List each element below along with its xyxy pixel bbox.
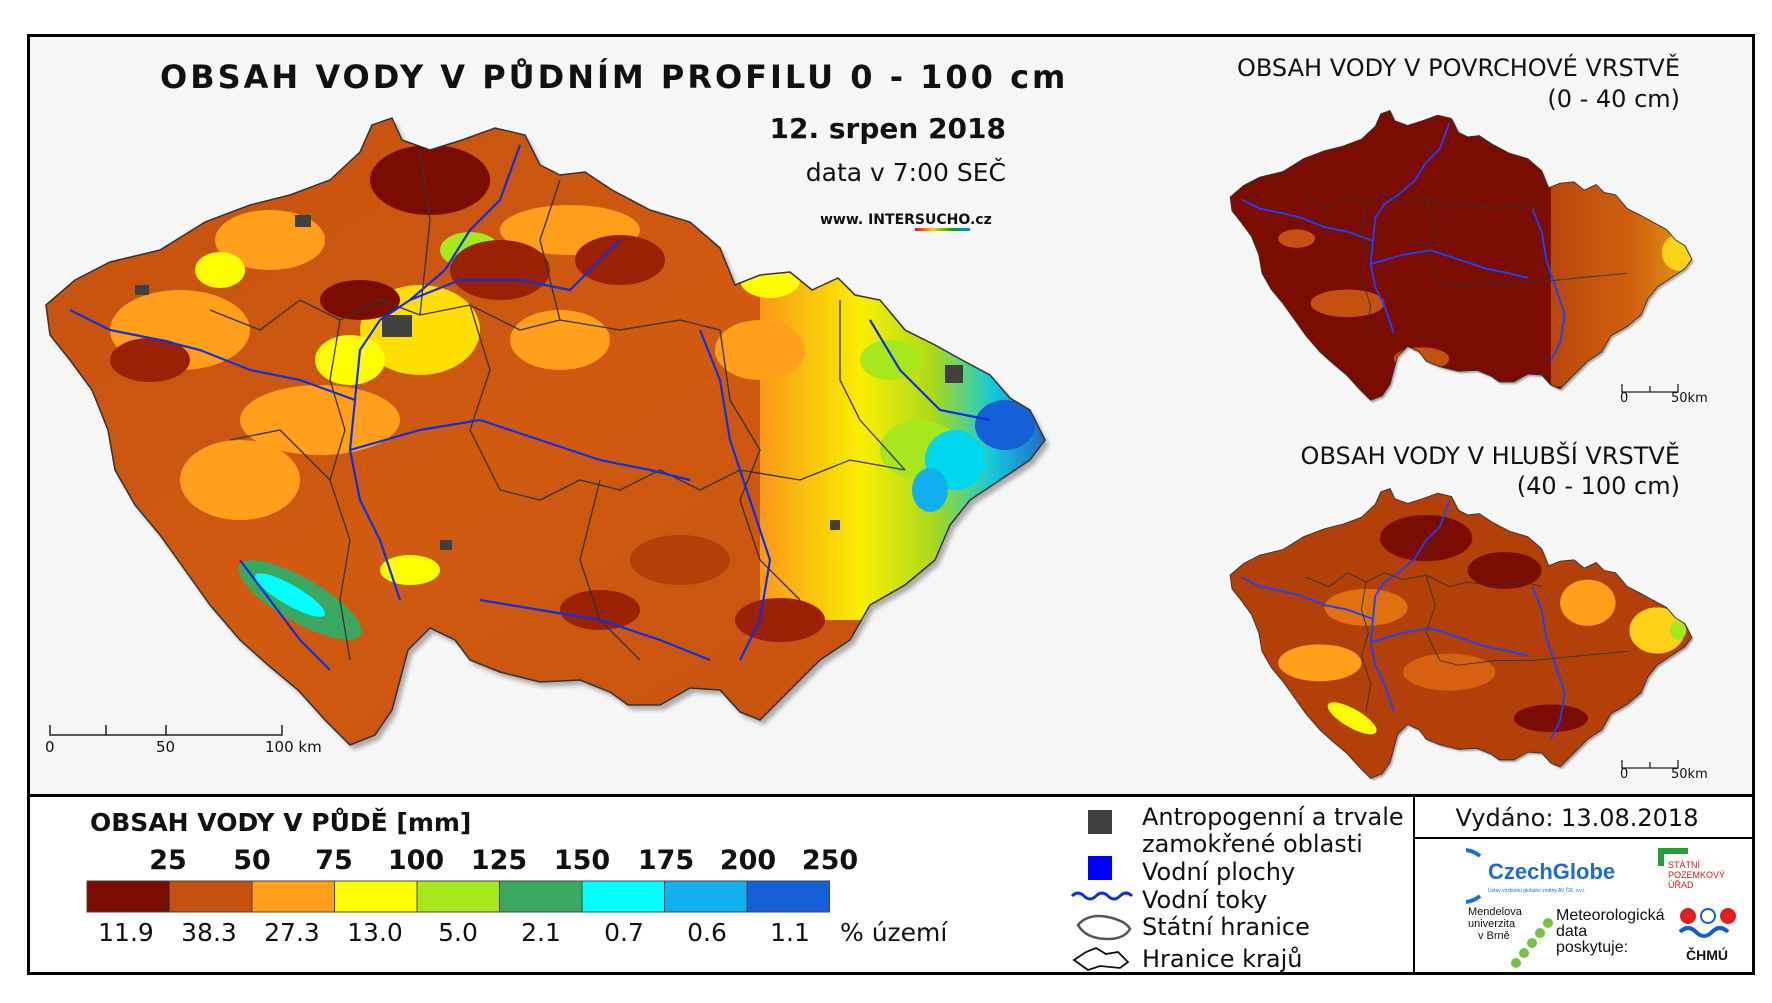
legend-pct-4: 13.0 (347, 918, 403, 947)
svg-text:Mendelova: Mendelova (1468, 906, 1523, 918)
legend-break-200: 200 (719, 845, 777, 876)
czechglobe-logo: CzechGlobe Ústav výzkumu globální změny … (1466, 848, 1615, 904)
legend-pct-6: 2.1 (521, 918, 561, 947)
svg-text:data: data (1556, 923, 1587, 940)
meteo-logo: Meteorologická data poskytuje: ČHMÚ (1556, 907, 1736, 963)
legend-pct-1: 11.9 (98, 918, 154, 947)
state-border-label: Státní hranice (1142, 913, 1310, 941)
svg-text:ČHMÚ: ČHMÚ (1686, 946, 1728, 963)
website-link[interactable]: www. INTERSUCHO.cz (820, 212, 992, 231)
surface-scale-bar (1621, 384, 1679, 393)
legend-swatch-7 (581, 880, 665, 913)
main-map-title: OBSAH VODY V PŮDNÍM PROFILU 0 - 100 cm (160, 58, 1069, 96)
issued-date: Vydáno: 13.08.2018 (1455, 804, 1699, 832)
main-scale-50: 50 (156, 738, 176, 756)
legend-swatch-3 (251, 880, 335, 913)
svg-text:univerzita: univerzita (1468, 918, 1516, 930)
svg-text:ÚŘAD: ÚŘAD (1668, 880, 1694, 890)
anthropogenic-label-2: zamokřené oblasti (1142, 830, 1363, 858)
anthropogenic-label-1: Antropogenní a trvale (1142, 803, 1404, 831)
legend-break-75: 75 (315, 845, 353, 876)
deep-map-depth: (40 - 100 cm) (1516, 472, 1680, 500)
legend-break-125: 125 (470, 845, 528, 876)
website-emph: SUCHO (914, 212, 970, 231)
legend-swatch-9 (746, 880, 830, 913)
legend-break-100: 100 (387, 845, 445, 876)
surface-map (1229, 110, 1693, 401)
main-map-fill (46, 118, 1045, 745)
website-prefix: www. INTER (820, 212, 915, 228)
main-region-borders (209, 149, 906, 661)
legend-pct-3: 27.3 (264, 918, 320, 947)
svg-text:POZEMKOVÝ: POZEMKOVÝ (1668, 870, 1725, 880)
svg-text:STÁTNÍ: STÁTNÍ (1668, 860, 1701, 870)
main-map-time: data v 7:00 SEČ (805, 158, 1006, 187)
svg-text:Ústav výzkumu globální změny A: Ústav výzkumu globální změny AV ČR, v.v.… (1488, 887, 1585, 894)
legend-pct-unit: % území (840, 918, 948, 947)
surface-scale-0: 0 (1620, 391, 1629, 406)
svg-text:Meteorologická: Meteorologická (1556, 907, 1665, 924)
legend-swatch-4 (334, 880, 418, 913)
legend-title: OBSAH VODY V PŮDĚ [mm] (90, 808, 472, 837)
legend-pct-2: 38.3 (181, 918, 237, 947)
legend-color-bar (86, 880, 830, 913)
river-symbol (1070, 891, 1134, 901)
deep-scale-bar (1621, 760, 1679, 769)
legend-break-25: 25 (149, 845, 187, 876)
deep-scale-50: 50km (1671, 767, 1708, 782)
mendel-logo: Mendelova univerzita v Brně (1468, 906, 1553, 968)
rivers-label: Vodní toky (1142, 886, 1268, 914)
legend-swatch-1 (86, 880, 170, 913)
surface-scale-50: 50km (1671, 391, 1708, 406)
legend-swatch-5 (416, 880, 500, 913)
deep-map (1229, 488, 1693, 779)
svg-text:poskytuje:: poskytuje: (1556, 939, 1628, 956)
legend-pct-8: 0.6 (687, 918, 727, 947)
issued-divider (1415, 837, 1752, 839)
surface-map-title: OBSAH VODY V POVRCHOVÉ VRSTVĚ (1237, 54, 1680, 82)
deep-scale-0: 0 (1620, 767, 1629, 782)
legend-swatch-2 (169, 880, 253, 913)
main-map-date: 12. srpen 2018 (769, 112, 1006, 145)
legend-break-150: 150 (553, 845, 611, 876)
legend-swatch-8 (664, 880, 748, 913)
deep-map-title: OBSAH VODY V HLUBŠÍ VRSTVĚ (1300, 442, 1680, 470)
legend-divider (1413, 797, 1415, 972)
symbol-legend-icons (1070, 810, 1134, 971)
legend-break-250: 250 (801, 845, 859, 876)
main-scale-0: 0 (45, 738, 55, 756)
state-border-symbol (1076, 914, 1132, 941)
main-rivers (69, 144, 991, 671)
surface-map-depth: (0 - 40 cm) (1547, 85, 1680, 113)
water-body-swatch (1088, 856, 1112, 880)
website-suffix: .cz (969, 212, 992, 228)
legend-pct-5: 5.0 (438, 918, 478, 947)
legend-pct-7: 0.7 (604, 918, 644, 947)
anthropogenic-swatch (1088, 810, 1112, 834)
spu-logo: STÁTNÍ POZEMKOVÝ ÚŘAD (1658, 848, 1725, 890)
legend-pct-9: 1.1 (770, 918, 810, 947)
region-border-label: Hranice krajů (1142, 945, 1303, 973)
main-scale-100: 100 km (265, 738, 322, 756)
svg-text:v Brně: v Brně (1478, 930, 1510, 942)
legend-swatch-6 (499, 880, 583, 913)
legend-break-50: 50 (233, 845, 271, 876)
water-bodies-label: Vodní plochy (1142, 858, 1296, 886)
region-border-symbol (1072, 946, 1130, 971)
main-scale-bar (49, 725, 283, 736)
svg-text:CzechGlobe: CzechGlobe (1488, 859, 1615, 884)
legend-break-175: 175 (637, 845, 695, 876)
